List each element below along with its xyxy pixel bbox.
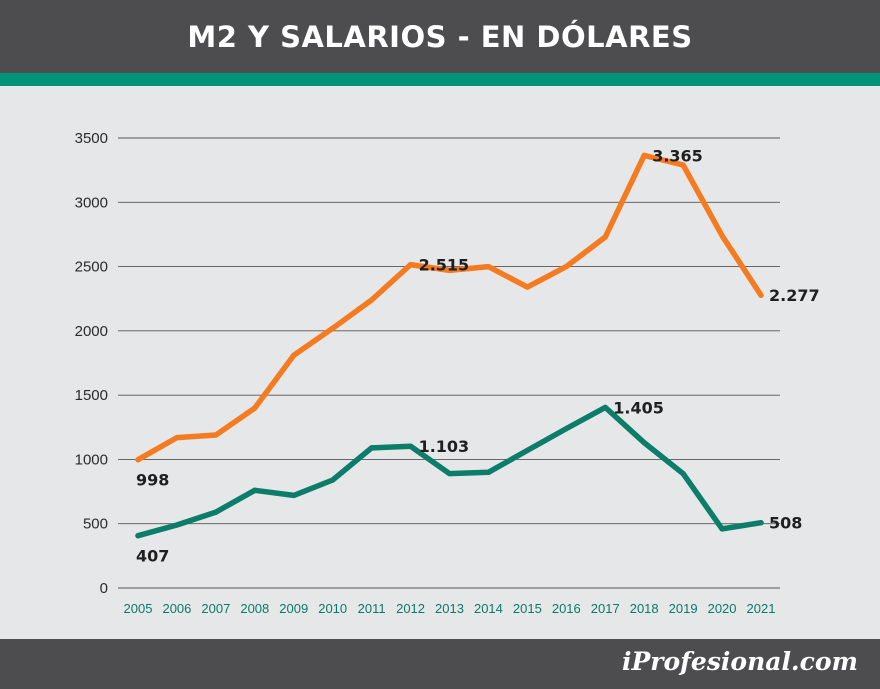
x-tick-label: 2018: [630, 601, 659, 616]
data-label: 3.365: [652, 146, 703, 165]
y-tick-label: 2500: [75, 259, 108, 276]
data-label: 1.405: [613, 398, 664, 417]
data-point-salarios: [330, 477, 336, 483]
data-point-salarios: [485, 469, 492, 475]
data-point-salarios: [524, 447, 530, 454]
data-point-m2: [330, 325, 336, 331]
y-tick-label: 0: [100, 580, 108, 597]
data-point-m2: [446, 267, 453, 274]
x-tick-label: 2021: [747, 601, 776, 616]
x-tick-label: 2005: [124, 601, 153, 616]
data-label: 508: [769, 514, 802, 533]
y-tick-label: 500: [83, 516, 108, 533]
series-lines: [135, 152, 764, 539]
x-tick-label: 2012: [396, 601, 425, 616]
chart-area: 0 500 1000 1500 2000 2500 3000 3500 2005 2006 200…: [0, 86, 880, 639]
x-tick-label: 2019: [669, 601, 698, 616]
x-tick-label: 2010: [318, 601, 347, 616]
chart-header: M2 Y SALARIOS - EN DÓLARES: [0, 0, 880, 73]
data-point-salarios: [446, 470, 453, 477]
data-point-m2: [680, 162, 686, 168]
y-tick-label: 1500: [75, 387, 108, 404]
y-tick-label: 2000: [75, 323, 108, 340]
y-tick-label: 1000: [75, 451, 108, 468]
data-point-salarios: [369, 445, 375, 451]
x-tick-label: 2009: [279, 601, 308, 616]
data-point-m2: [641, 152, 647, 158]
x-tick-label: 2008: [240, 601, 269, 616]
data-label: 2.277: [769, 286, 820, 305]
x-tick-label: 2007: [201, 601, 230, 616]
data-point-m2: [485, 263, 492, 270]
x-tick-label: 2013: [435, 601, 464, 616]
data-point-salarios: [407, 443, 414, 449]
x-tick-label: 2014: [474, 601, 503, 616]
data-label: 407: [136, 547, 169, 566]
data-point-m2: [213, 432, 219, 438]
data-point-m2: [291, 352, 297, 358]
x-tick-label: 2011: [358, 601, 386, 616]
data-label: 1.103: [419, 437, 470, 456]
data-point-m2: [369, 297, 375, 303]
grid-lines: [118, 137, 780, 589]
data-point-salarios: [291, 492, 297, 499]
data-point-m2: [563, 263, 569, 270]
data-point-salarios: [135, 533, 141, 539]
y-tick-label: 3000: [75, 194, 108, 211]
x-tick-label: 2020: [708, 601, 737, 616]
data-point-salarios: [602, 404, 608, 410]
data-point-salarios: [563, 425, 569, 432]
x-tick-label: 2015: [513, 601, 542, 616]
chart-footer: iProfesional.com: [0, 639, 880, 689]
data-point-salarios: [680, 470, 686, 477]
y-axis-ticks: 0 500 1000 1500 2000 2500 3000 3500: [75, 130, 108, 597]
data-point-salarios: [719, 526, 725, 532]
data-point-m2: [174, 434, 180, 441]
accent-bar: [0, 73, 880, 86]
x-tick-label: 2006: [162, 601, 191, 616]
data-point-m2: [719, 233, 725, 239]
data-point-salarios: [252, 487, 258, 493]
data-point-salarios: [758, 520, 764, 526]
y-tick-label: 3500: [75, 130, 108, 147]
data-label: 998: [136, 471, 169, 490]
x-tick-label: 2017: [591, 601, 620, 616]
brand-logo: iProfesional.com: [622, 647, 858, 676]
data-point-m2: [758, 292, 764, 298]
data-point-salarios: [641, 440, 647, 446]
data-labels: 998 2.515 3.365 2.277 407 1.103 1.405 508: [136, 146, 820, 565]
data-label: 2.515: [419, 256, 470, 275]
data-point-m2: [524, 284, 530, 290]
chart-title: M2 Y SALARIOS - EN DÓLARES: [187, 19, 693, 54]
series-line-m2: [135, 152, 764, 463]
x-axis-ticks: 2005 2006 2007 2008 2009 2010 2011 2012 2013 2014…: [124, 601, 776, 616]
data-point-m2: [135, 457, 141, 463]
data-point-m2: [252, 405, 258, 411]
data-point-m2: [602, 234, 608, 240]
data-point-m2: [407, 262, 414, 268]
data-point-salarios: [213, 509, 219, 515]
data-point-salarios: [174, 522, 180, 528]
x-tick-label: 2016: [552, 601, 581, 616]
